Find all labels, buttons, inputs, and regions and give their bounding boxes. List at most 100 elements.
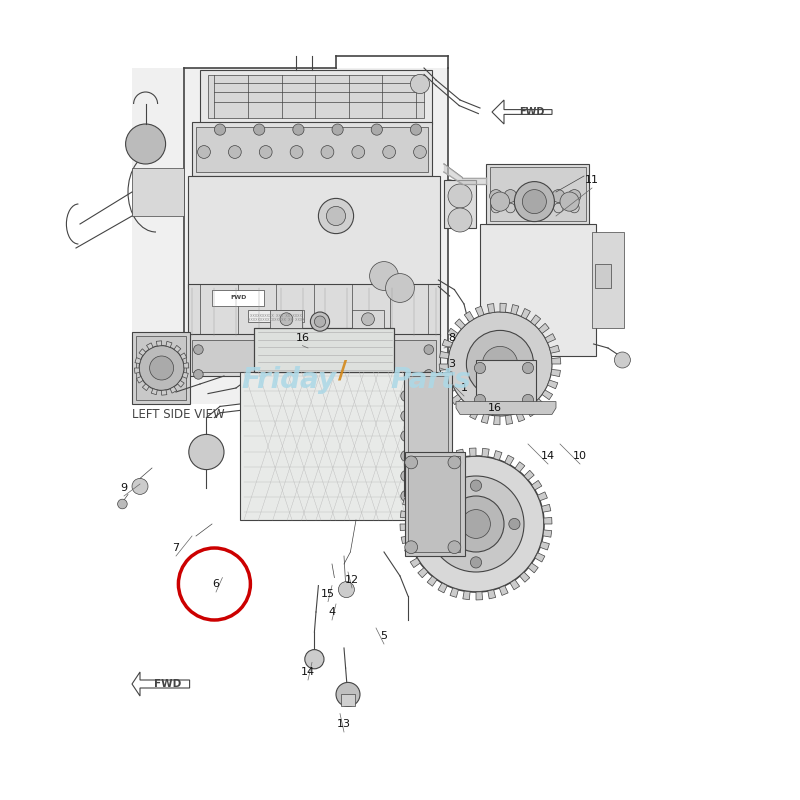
Polygon shape [494, 450, 502, 460]
Polygon shape [487, 303, 494, 313]
Circle shape [293, 124, 304, 135]
Polygon shape [550, 346, 559, 353]
Circle shape [522, 203, 531, 213]
Circle shape [401, 450, 412, 462]
Text: 14: 14 [541, 451, 555, 461]
Bar [270, 310, 302, 328]
Polygon shape [178, 381, 184, 387]
Bar [192, 340, 436, 372]
Circle shape [401, 490, 412, 502]
Polygon shape [510, 580, 519, 590]
Circle shape [614, 352, 630, 368]
Circle shape [470, 557, 482, 568]
Polygon shape [521, 309, 530, 319]
Bar [476, 360, 536, 404]
Polygon shape [170, 386, 177, 393]
Circle shape [554, 203, 563, 213]
Polygon shape [422, 466, 432, 476]
Circle shape [132, 478, 148, 494]
Circle shape [405, 456, 418, 469]
Circle shape [410, 124, 422, 135]
Circle shape [280, 313, 293, 326]
Text: XXXXXXXXXX  XXX  XX  XXXX: XXXXXXXXXX XXX XX XXXX [250, 314, 302, 318]
Bar [254, 328, 394, 372]
Polygon shape [151, 389, 158, 394]
Circle shape [474, 362, 486, 374]
Polygon shape [439, 364, 448, 370]
Polygon shape [410, 558, 420, 567]
Circle shape [538, 203, 547, 213]
Bar [480, 224, 596, 356]
Bar [352, 310, 384, 328]
Polygon shape [535, 553, 545, 562]
Text: /: / [338, 358, 346, 382]
Circle shape [509, 518, 520, 530]
Circle shape [552, 190, 565, 202]
Bar [132, 68, 448, 404]
Circle shape [414, 146, 426, 158]
Polygon shape [543, 530, 552, 537]
Circle shape [314, 316, 326, 327]
Circle shape [362, 313, 374, 326]
Bar [254, 328, 394, 372]
Polygon shape [439, 351, 449, 358]
Bar [408, 456, 460, 552]
Text: 7: 7 [173, 543, 179, 553]
Circle shape [336, 682, 360, 706]
Polygon shape [405, 547, 414, 556]
Circle shape [405, 541, 418, 554]
Text: XXXXXXXXXXXXX  XX  XX  XXXX: XXXXXXXXXXXXX XX XX XXXX [248, 318, 304, 322]
Polygon shape [156, 341, 162, 346]
Polygon shape [528, 563, 538, 573]
Polygon shape [139, 349, 146, 355]
Polygon shape [166, 342, 172, 347]
Circle shape [522, 190, 546, 214]
Circle shape [482, 346, 518, 382]
Circle shape [474, 394, 486, 406]
Text: Parts: Parts [390, 366, 471, 394]
Polygon shape [545, 334, 555, 343]
Polygon shape [544, 518, 552, 524]
Bar [248, 310, 304, 322]
Polygon shape [456, 449, 464, 458]
Circle shape [371, 124, 382, 135]
Polygon shape [534, 398, 545, 409]
Polygon shape [511, 305, 518, 314]
Circle shape [194, 370, 203, 379]
Text: 5: 5 [381, 631, 387, 641]
Circle shape [470, 480, 482, 491]
Text: 3: 3 [449, 359, 455, 369]
Polygon shape [442, 339, 453, 348]
Polygon shape [162, 390, 167, 395]
Circle shape [448, 456, 461, 469]
Text: 8: 8 [449, 333, 455, 342]
Polygon shape [447, 328, 458, 338]
Polygon shape [135, 358, 141, 364]
Bar [341, 694, 355, 706]
Polygon shape [470, 409, 479, 419]
Text: Friday: Friday [241, 366, 336, 394]
Circle shape [560, 192, 579, 211]
Circle shape [520, 190, 533, 202]
Text: 12: 12 [345, 575, 359, 585]
Circle shape [424, 370, 434, 379]
Bar [212, 290, 264, 306]
Polygon shape [182, 372, 188, 378]
Circle shape [408, 456, 544, 592]
Bar [136, 336, 186, 400]
Polygon shape [506, 415, 513, 425]
Circle shape [332, 124, 343, 135]
Polygon shape [414, 475, 424, 485]
Text: 13: 13 [337, 719, 351, 729]
Polygon shape [400, 524, 408, 530]
Bar [404, 372, 452, 496]
Circle shape [139, 346, 184, 390]
Polygon shape [455, 319, 466, 330]
Circle shape [370, 262, 398, 290]
Bar [192, 122, 432, 176]
Polygon shape [400, 511, 409, 518]
Polygon shape [516, 411, 525, 422]
Polygon shape [551, 370, 561, 377]
Circle shape [305, 650, 324, 669]
Circle shape [428, 476, 524, 572]
